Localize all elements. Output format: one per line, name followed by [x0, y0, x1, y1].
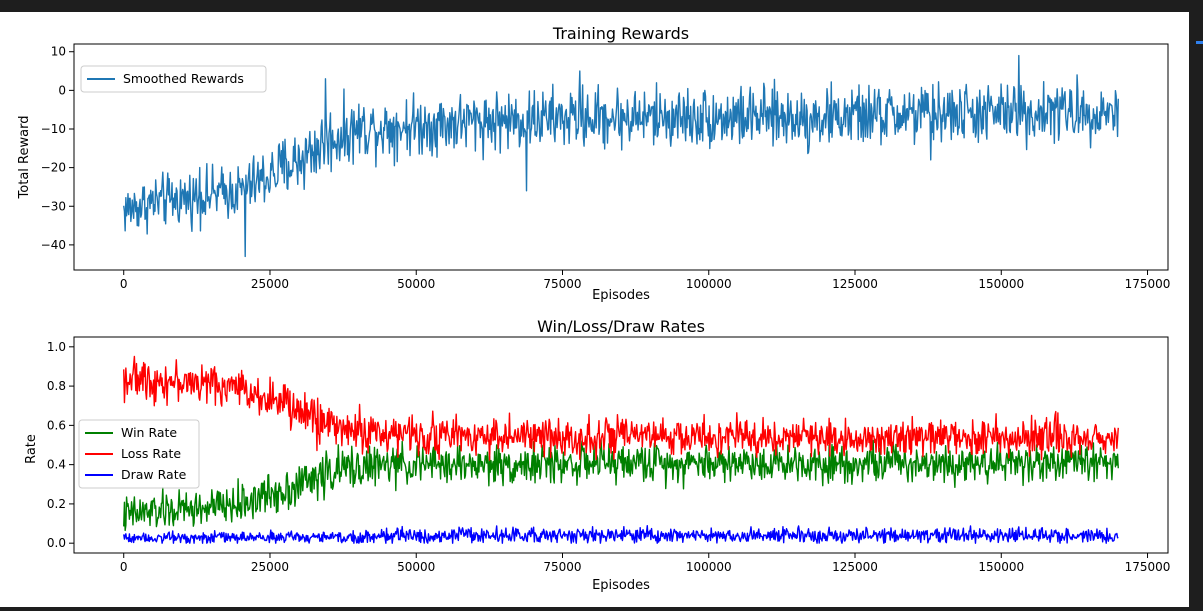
- y-tick-label: 10: [51, 45, 66, 59]
- x-tick-label: 50000: [397, 560, 435, 574]
- x-tick-label: 175000: [1125, 277, 1171, 291]
- y-tick-label: −30: [41, 199, 66, 213]
- plot-frame: [73, 43, 1169, 271]
- series-line-win-rate: [123, 439, 1119, 532]
- rewards-chart: Training Rewards 0 25000 50000 75000 100000 1…: [17, 24, 1170, 303]
- y-tick-label: 0.6: [47, 418, 66, 432]
- legend-label: Smoothed Rewards: [123, 71, 244, 86]
- series-layer: [123, 355, 1119, 544]
- legend-label: Win Rate: [121, 425, 177, 440]
- x-tick-label: 0: [120, 560, 128, 574]
- y-tick-label: 0: [58, 83, 66, 97]
- series-line-smoothed-rewards: [123, 54, 1119, 258]
- chart-title: Win/Loss/Draw Rates: [537, 317, 705, 336]
- y-axis-label: Rate: [24, 434, 39, 464]
- x-axis-label: Episodes: [592, 578, 650, 593]
- legend-box: [78, 419, 200, 489]
- plot-frame: [73, 336, 1169, 554]
- x-tick-label: 125000: [832, 560, 878, 574]
- y-tick-label: −20: [41, 161, 66, 175]
- x-tick-label: 50000: [397, 277, 435, 291]
- x-axis: 0 25000 50000 75000 100000 125000 150000 175000: [120, 270, 1171, 291]
- chart-title: Training Rewards: [552, 24, 689, 43]
- rates-chart: Win/Loss/Draw Rates 0 25000 50000 75000 1000…: [24, 317, 1170, 593]
- y-axis-label: Total Reward: [17, 116, 32, 200]
- legend: Smoothed Rewards: [80, 65, 267, 93]
- y-tick-label: −40: [41, 238, 66, 252]
- x-tick-label: 0: [120, 277, 128, 291]
- legend-label: Loss Rate: [121, 446, 181, 461]
- series-line-loss-rate: [123, 355, 1119, 461]
- x-tick-label: 125000: [832, 277, 878, 291]
- x-tick-label: 150000: [978, 560, 1024, 574]
- x-axis-label: Episodes: [592, 288, 650, 303]
- legend-label: Draw Rate: [121, 467, 187, 482]
- figure-canvas: Training Rewards 0 25000 50000 75000 100000 1…: [0, 12, 1189, 607]
- x-tick-label: 150000: [978, 277, 1024, 291]
- y-tick-label: 0.2: [47, 497, 66, 511]
- x-tick-label: 100000: [686, 277, 732, 291]
- x-axis: 0 25000 50000 75000 100000 125000 150000 175000: [120, 553, 1171, 574]
- legend-box: [80, 65, 267, 93]
- series-line-draw-rate: [123, 524, 1119, 544]
- y-tick-label: −10: [41, 122, 66, 136]
- figure-svg: Training Rewards 0 25000 50000 75000 100000 1…: [17, 24, 1170, 593]
- editor-accent-mark: [1196, 41, 1203, 44]
- series-layer: [123, 54, 1119, 258]
- y-axis: 0.0 0.2 0.4 0.6 0.8 1.0: [47, 340, 74, 550]
- x-tick-label: 25000: [251, 560, 289, 574]
- y-tick-label: 1.0: [47, 340, 66, 354]
- y-tick-label: 0.8: [47, 379, 66, 393]
- y-axis: 10 0 −10 −20 −30 −40: [41, 45, 74, 252]
- legend: Win Rate Loss Rate Draw Rate: [78, 419, 200, 489]
- x-tick-label: 75000: [543, 560, 581, 574]
- y-tick-label: 0.4: [47, 458, 66, 472]
- x-tick-label: 100000: [686, 560, 732, 574]
- y-tick-label: 0.0: [47, 536, 66, 550]
- x-tick-label: 25000: [251, 277, 289, 291]
- x-tick-label: 75000: [543, 277, 581, 291]
- x-tick-label: 175000: [1125, 560, 1171, 574]
